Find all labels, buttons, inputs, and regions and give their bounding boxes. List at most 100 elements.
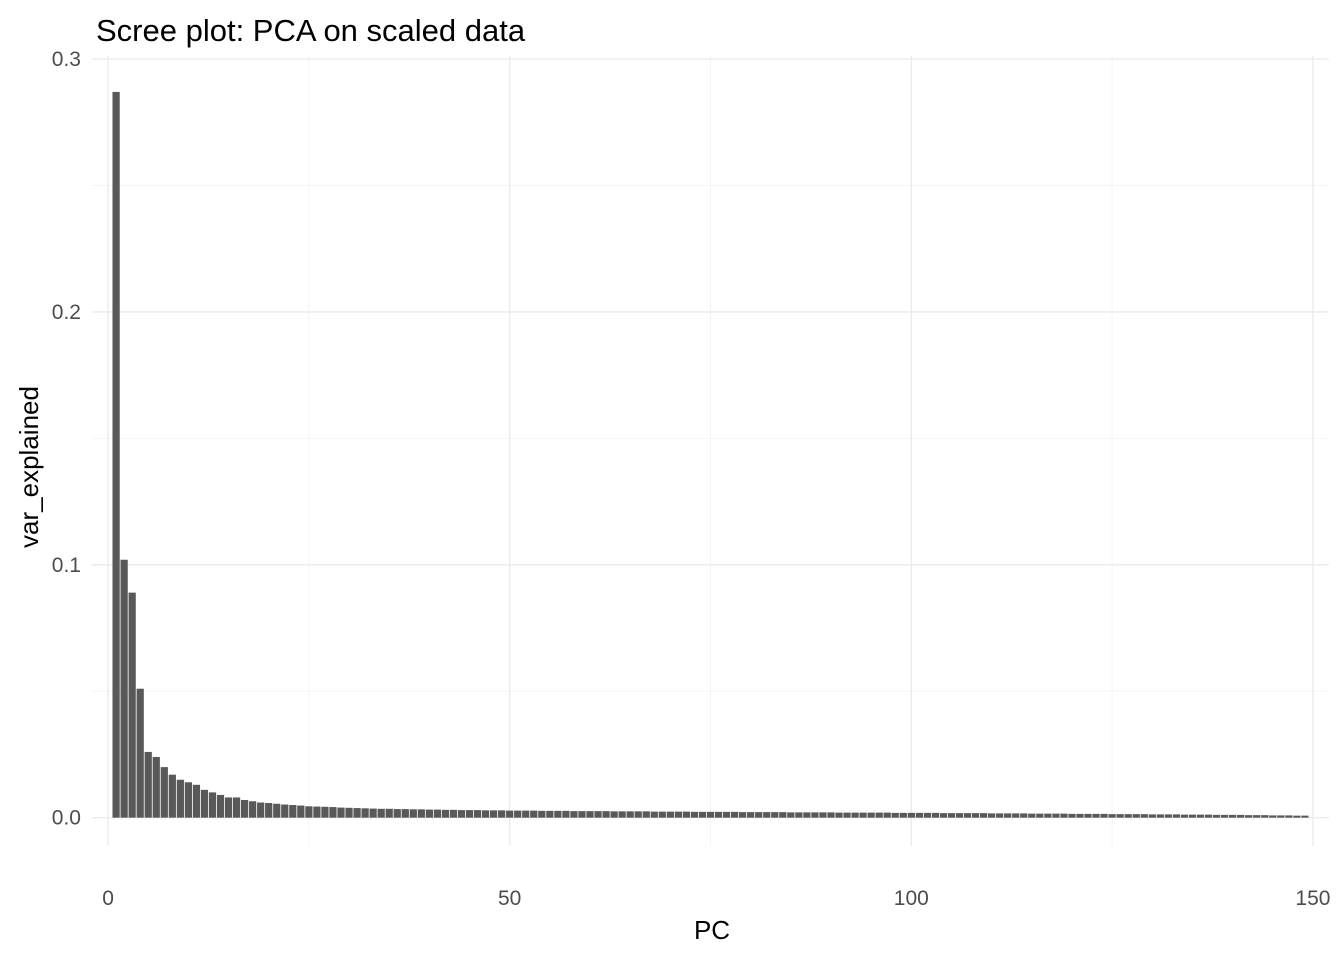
bar-pc-40 (425, 809, 433, 818)
bar-pc-43 (449, 809, 458, 818)
bar-pc-66 (634, 811, 642, 818)
bar-pc-1 (112, 91, 120, 818)
bar-pc-17 (241, 799, 249, 818)
bar-pc-33 (369, 808, 377, 818)
bar-pc-83 (771, 812, 779, 818)
bar-pc-82 (763, 812, 771, 818)
y-tick-label: 0.0 (52, 807, 81, 830)
x-tick-label: 50 (498, 887, 521, 910)
bar-pc-62 (602, 811, 610, 818)
bar-pc-31 (353, 808, 361, 818)
bar-pc-30 (345, 807, 353, 818)
bar-pc-105 (947, 813, 956, 818)
bar-pc-2 (120, 559, 128, 818)
bar-pc-64 (618, 811, 626, 818)
bar-pc-3 (128, 592, 136, 818)
bar-pc-138 (1212, 814, 1221, 818)
bar-pc-111 (996, 813, 1004, 818)
bar-pc-96 (875, 812, 883, 818)
bar-pc-119 (1060, 813, 1068, 818)
bar-pc-100 (907, 812, 915, 818)
bar-pc-29 (337, 807, 345, 818)
bar-pc-12 (200, 789, 209, 818)
bar-pc-70 (666, 811, 674, 818)
bar-pc-4 (136, 688, 144, 818)
bar-pc-129 (1140, 814, 1148, 818)
bar-pc-127 (1124, 814, 1132, 818)
bar-pc-97 (883, 812, 891, 818)
y-tick-label: 0.1 (52, 554, 81, 577)
y-tick-label: 0.2 (52, 301, 81, 324)
bar-pc-77 (722, 811, 731, 818)
bar-pc-94 (859, 812, 867, 818)
bar-pc-41 (433, 809, 442, 818)
bar-pc-84 (779, 812, 787, 818)
bar-pc-107 (963, 813, 972, 818)
y-tick-label: 0.3 (52, 48, 81, 71)
bar-pc-28 (329, 807, 337, 818)
bar-pc-5 (144, 751, 152, 818)
bar-pc-50 (506, 810, 514, 818)
minor-gridlines (92, 56, 1329, 846)
bar-pc-79 (739, 812, 747, 818)
bar-pc-98 (891, 812, 899, 818)
bar-pc-60 (586, 811, 594, 818)
bar-pc-52 (522, 810, 530, 818)
bar-pc-106 (955, 813, 964, 818)
bar-pc-126 (1116, 814, 1124, 818)
bar-pc-45 (465, 810, 474, 818)
bar-pc-90 (827, 812, 835, 818)
bar-pc-88 (811, 812, 819, 818)
chart-title: Scree plot: PCA on scaled data (96, 13, 526, 48)
bar-pc-37 (401, 809, 409, 818)
bar-pc-136 (1196, 814, 1205, 818)
bar-pc-135 (1188, 814, 1197, 818)
bar-pc-89 (819, 812, 827, 818)
bar-pc-73 (690, 811, 699, 818)
bar-pc-7 (160, 767, 168, 818)
bar-pc-145 (1269, 815, 1277, 818)
bar-pc-53 (530, 810, 538, 818)
bars (112, 91, 1309, 818)
bar-pc-134 (1180, 814, 1189, 818)
bar-pc-104 (939, 813, 948, 818)
bar-pc-143 (1253, 815, 1261, 818)
bar-pc-128 (1132, 814, 1140, 818)
bar-pc-8 (168, 774, 176, 818)
x-axis-title: PC (694, 915, 730, 945)
bar-pc-142 (1245, 815, 1253, 818)
bar-pc-32 (361, 808, 369, 818)
bar-pc-118 (1052, 813, 1060, 818)
bar-pc-101 (915, 812, 923, 818)
bar-pc-27 (321, 806, 329, 818)
bar-pc-72 (682, 811, 691, 818)
bar-pc-48 (490, 810, 498, 818)
bar-pc-123 (1092, 813, 1100, 818)
bar-pc-18 (249, 801, 257, 818)
bar-pc-54 (538, 810, 546, 818)
bar-pc-112 (1004, 813, 1012, 818)
bar-pc-26 (313, 806, 321, 818)
bar-pc-47 (481, 810, 490, 818)
bar-pc-49 (498, 810, 506, 818)
bar-pc-19 (257, 802, 265, 818)
bar-pc-39 (417, 809, 425, 818)
bar-pc-42 (441, 809, 450, 818)
x-tick-label: 100 (894, 887, 929, 910)
bar-pc-132 (1164, 814, 1172, 818)
bar-pc-114 (1020, 813, 1028, 818)
bar-pc-23 (289, 805, 297, 818)
bar-pc-147 (1285, 815, 1293, 818)
bar-pc-124 (1100, 813, 1108, 818)
bar-pc-10 (184, 782, 193, 818)
bar-pc-91 (835, 812, 843, 818)
bar-pc-13 (208, 792, 217, 818)
bar-pc-11 (192, 784, 201, 818)
bar-pc-16 (232, 797, 241, 818)
x-tick-label: 0 (102, 887, 114, 910)
bar-pc-137 (1204, 814, 1213, 818)
bar-pc-149 (1301, 815, 1309, 818)
bar-pc-148 (1293, 815, 1301, 818)
bar-pc-74 (698, 811, 707, 818)
